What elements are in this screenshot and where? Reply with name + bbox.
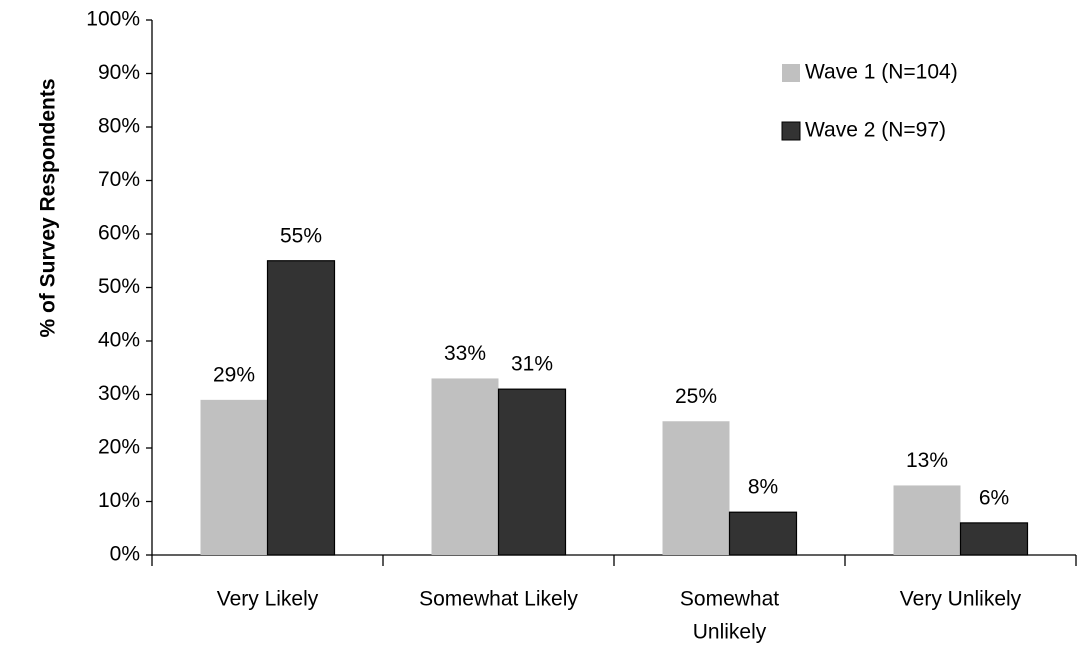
x-category-label: Very Unlikely	[900, 588, 1022, 611]
data-label: 29%	[213, 363, 255, 386]
y-tick-label: 100%	[86, 8, 140, 31]
x-category-label: Very Likely	[217, 588, 319, 611]
data-label: 6%	[979, 486, 1009, 509]
bar-series2	[728, 511, 798, 556]
legend-swatch	[781, 121, 801, 141]
bar-series1	[662, 421, 730, 555]
data-label: 55%	[280, 224, 322, 247]
y-tick-label: 80%	[98, 115, 140, 138]
x-category-label: Unlikely	[693, 621, 767, 644]
legend: Wave 1 (N=104) Wave 2 (N=97)	[781, 61, 958, 142]
y-tick-label: 50%	[98, 275, 140, 298]
y-tick-label: 70%	[98, 168, 140, 191]
data-label: 25%	[675, 385, 717, 408]
y-tick-label: 90%	[98, 61, 140, 84]
bar-series2	[266, 260, 336, 556]
x-category-label: Somewhat Likely	[419, 588, 578, 611]
data-label: 33%	[444, 342, 486, 365]
bars	[200, 260, 1029, 556]
bar-series1	[200, 399, 268, 555]
data-label: 31%	[511, 353, 553, 376]
legend-swatch	[782, 64, 800, 82]
y-tick-label: 40%	[98, 329, 140, 352]
y-tick-label: 60%	[98, 222, 140, 245]
bar-series2	[497, 388, 567, 556]
data-label: 13%	[906, 449, 948, 472]
y-tick-label: 0%	[110, 543, 140, 566]
x-category-label: Somewhat	[680, 588, 779, 611]
legend-label: Wave 2 (N=97)	[805, 119, 946, 142]
y-axis-title: % of Survey Respondents	[37, 78, 60, 337]
y-tick-label: 10%	[98, 489, 140, 512]
legend-label: Wave 1 (N=104)	[805, 61, 958, 84]
y-tick-label: 20%	[98, 436, 140, 459]
bar-series2	[959, 522, 1029, 556]
data-labels: 29% 33% 25% 13% 55% 31% 8% 6%	[213, 224, 1009, 509]
y-tick-label: 30%	[98, 382, 140, 405]
bar-series1	[431, 378, 499, 555]
data-label: 8%	[748, 476, 778, 499]
bar-series1	[893, 485, 961, 555]
